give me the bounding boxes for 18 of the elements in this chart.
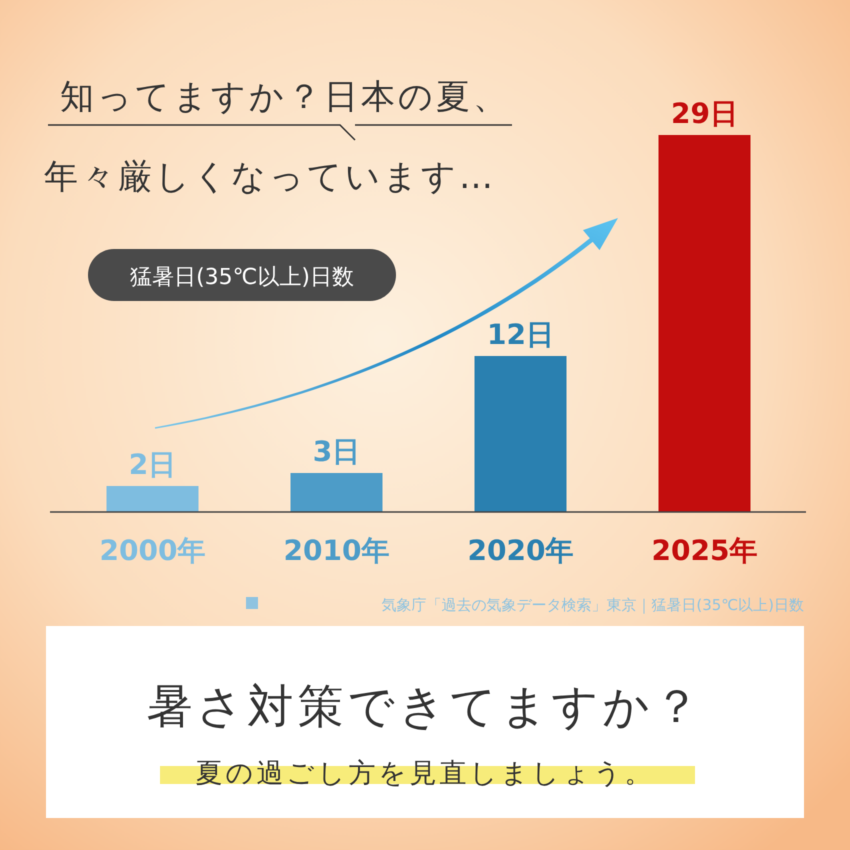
- chart-title: 知ってますか？日本の夏、: [60, 77, 510, 117]
- data-label: 12日: [487, 318, 554, 351]
- data-label: 29日: [671, 97, 738, 130]
- x-tick-label: 2010年: [284, 534, 390, 567]
- text: 暑さ対策できてますか？: [146, 679, 704, 733]
- bar: [106, 486, 198, 512]
- x-tick-label: 2020年: [468, 534, 574, 567]
- data-label: 3日: [312, 435, 360, 468]
- y-axis-title: 猛暑日(35℃以上)日数: [130, 265, 354, 290]
- x-tick-label: 2000年: [100, 534, 206, 567]
- text: 気象庁「過去の気象データ検索」東京｜猛暑日(35℃以上)日数: [381, 596, 804, 614]
- bar: [474, 356, 566, 512]
- data-label: 2日: [128, 448, 176, 481]
- bar: [658, 135, 750, 512]
- text: 年々厳しくなっています…: [44, 157, 496, 197]
- x-tick-label: 2025年: [652, 534, 758, 567]
- text: 夏の過ごし方を見直しましょう。: [196, 758, 654, 789]
- bar: [290, 473, 382, 512]
